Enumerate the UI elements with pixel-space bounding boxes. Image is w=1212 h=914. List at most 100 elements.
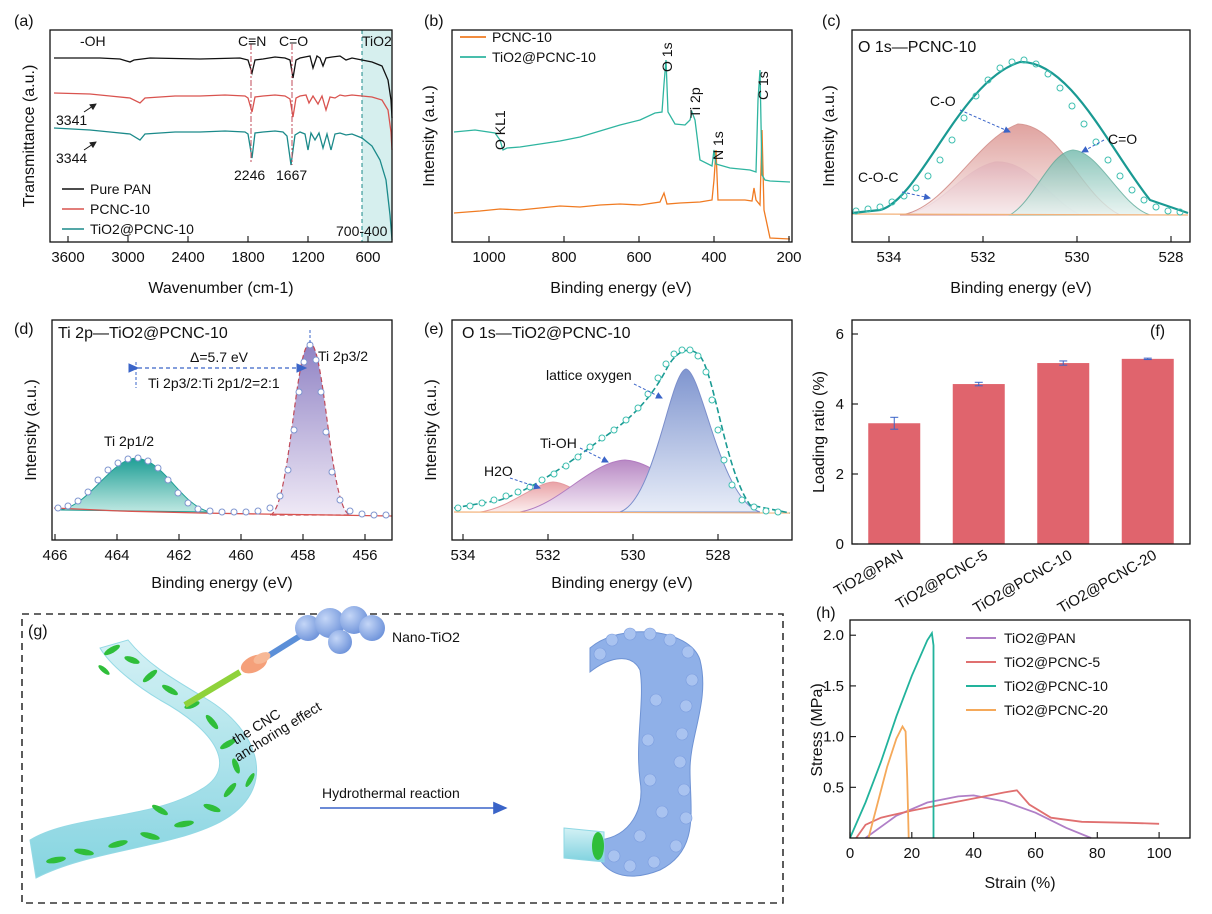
tick-label: 2 [836,466,844,483]
anno-delta: Δ=5.7 eV [190,349,249,365]
peak-lattice [619,368,761,513]
peak-label-ti2p32: Ti 2p3/2 [318,348,368,364]
anno-c-1s: C 1s [755,71,771,100]
tick-label: 600 [355,249,380,266]
tick-label: 1800 [231,249,264,266]
schematic-frame [21,613,784,904]
anno-1667: 1667 [276,167,307,183]
legend-label: PCNC-10 [492,29,552,45]
bar [868,423,921,544]
envelope-d-dots [54,341,390,519]
tick-label: 60 [1027,845,1044,862]
tick-label: 530 [1064,249,1089,266]
legend-h: TiO2@PAN TiO2@PCNC-5 TiO2@PCNC-10 TiO2@P… [966,630,1108,718]
legend-label: TiO2@PCNC-10 [1004,678,1108,694]
y-axis-label-h: Stress (MPa) [809,683,826,776]
x-ticks-d: 466 464 462 460 458 456 [42,534,378,564]
panel-b-label: (b) [424,13,444,30]
legend-label: PCNC-10 [90,201,150,217]
tick-label: 0 [846,845,854,862]
panel-e: (e) O 1s—TiO2@PCNC-10 lattice oxygen Ti-… [423,319,793,592]
cnc-fiber-left [29,639,258,879]
panel-c: (c) O 1s—PCNC-10 C-O C=O C-O-C 534 532 [821,13,1191,297]
x-axis-label-d: Binding energy (eV) [151,575,292,592]
peak-label-ti-oh: Ti-OH [540,435,577,451]
tick-label: 400 [701,249,726,266]
peak-c2o [1008,149,1151,216]
y-axis-label-c: Intensity (a.u.) [821,85,838,186]
x-axis-label-a: Wavenumber (cm-1) [148,280,293,297]
cnc-link [183,669,242,708]
panel-d-label: (d) [14,321,34,338]
panel-a-label: (a) [14,13,34,30]
anno-ratio: Ti 2p3/2:Ti 2p1/2=2:1 [148,375,280,391]
bar-group-f [868,357,1174,544]
envelope-c-dots [852,56,1184,216]
tick-label: 458 [290,547,315,564]
label-nano-tio2: Nano-TiO2 [392,629,460,645]
legend-label: TiO2@PAN [1004,630,1076,646]
panel-b: (b) O KL1 O 1s Ti 2p N 1s C 1s PCNC-10 T… [421,13,802,297]
y-axis-label-e: Intensity (a.u.) [423,379,440,480]
legend-label: Pure PAN [90,181,151,197]
panel-h-label: (h) [816,605,836,622]
panel-f: (f) 0 2 4 6 TiO2@PANTiO2@PCNC-5TiO2@PCNC-10… [811,319,1191,617]
legend-label: TiO2@PCNC-20 [1004,702,1108,718]
series-pure-pan [54,54,393,119]
panel-d-title: Ti 2p—TiO2@PCNC-10 [58,325,228,342]
bar [1037,363,1090,544]
tick-label: 532 [970,249,995,266]
legend-label: TiO2@PCNC-5 [1004,654,1100,670]
background-d [53,507,393,517]
tick-label: 800 [551,249,576,266]
panel-c-label: (c) [822,13,841,30]
panel-g-label: (g) [28,623,48,640]
x-ticks-h: 0 20 40 60 80 100 [846,832,1172,862]
tio2-coating-texture [593,627,699,873]
tick-label: 3600 [51,249,84,266]
peak-label-c-o-c: C-O-C [858,169,898,185]
x-axis-label-c: Binding energy (eV) [950,280,1091,297]
tick-label: 462 [166,547,191,564]
y-ticks-h: 0.5 1.0 1.5 2.0 [823,627,856,796]
anno-700-400: 700-400 [336,223,388,239]
tick-label: 200 [776,249,801,266]
tick-label: 1.5 [823,678,844,695]
series-group-h [849,630,1160,839]
series-line-1 [855,789,1160,839]
panel-h: (h) TiO2@PAN TiO2@PCNC-5 TiO2@PCNC-10 Ti… [809,605,1191,892]
tick-label: 534 [876,249,901,266]
x-axis-label-e: Binding energy (eV) [551,575,692,592]
tick-label: 3000 [111,249,144,266]
category-label: TiO2@PAN [831,547,906,600]
series-b-pcnc-10 [453,129,791,240]
tick-label: 532 [535,547,560,564]
x-axis-label-b: Binding energy (eV) [550,280,691,297]
series-b-tio2-pcnc-10 [453,59,791,183]
x-labels-f: TiO2@PANTiO2@PCNC-5TiO2@PCNC-10TiO2@PCNC… [831,547,1160,617]
tick-label: 528 [705,547,730,564]
y-axis-label-b: Intensity (a.u.) [421,85,438,186]
axes-frame-d [51,319,393,541]
panel-g-schematic: (g) [21,606,784,904]
axes-frame-b [451,29,793,243]
peak-label-lattice: lattice oxygen [546,367,632,383]
label-reaction: Hydrothermal reaction [322,785,460,801]
anno-n-1s: N 1s [710,131,726,160]
handshake-icon [240,652,271,674]
tick-label: 20 [903,845,920,862]
y-axis-label-f: Loading ratio (%) [811,371,828,493]
anno-oh: -OH [80,33,106,49]
tio2-coated-fiber [589,631,704,877]
envelope-e-dots [454,346,782,516]
tick-label: 100 [1147,845,1172,862]
tick-label: 528 [1158,249,1183,266]
tick-label: 466 [42,547,67,564]
tick-label: 0 [836,536,844,553]
envelope-c [851,60,1189,215]
panel-d: (d) Ti 2p—TiO2@PCNC-10 Δ=5.7 eV Ti 2p3/2… [14,319,393,592]
tick-label: 464 [104,547,129,564]
tick-label: 1200 [291,249,324,266]
series-line-0 [864,794,1092,839]
tick-label: 2400 [171,249,204,266]
